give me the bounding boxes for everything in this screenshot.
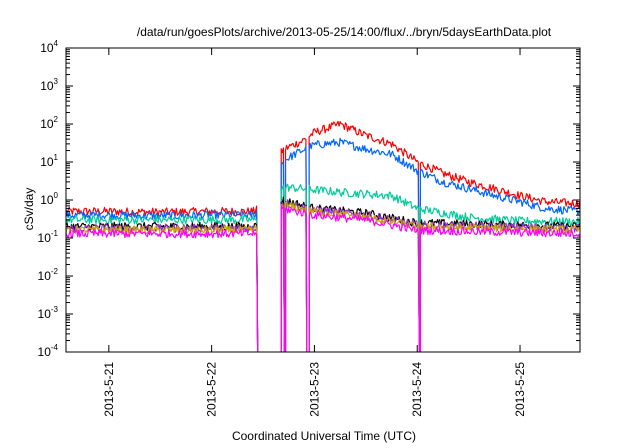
series-line-2	[66, 137, 580, 352]
axes-layer: 10-4 10-3 10-2 10-1 100 101 102 103 104 2013-5-21…	[38, 39, 581, 417]
y-tick-label: 104	[40, 39, 58, 55]
y-tick-label: 101	[40, 153, 58, 169]
x-tick-label: 2013-5-24	[410, 362, 424, 417]
x-tick-label: 2013-5-23	[307, 362, 321, 417]
x-tick-label: 2013-5-22	[205, 362, 219, 417]
x-tick-label: 2013-5-21	[102, 362, 116, 417]
y-tick-label: 100	[40, 191, 58, 207]
chart-title: /data/run/goesPlots/archive/2013-05-25/1…	[137, 25, 552, 39]
y-tick-label: 10-2	[38, 267, 59, 283]
series-line-1	[66, 120, 580, 352]
y-axis-label: cSv/day	[22, 188, 36, 231]
series-line-7	[66, 204, 580, 352]
x-axis-label: Coordinated Universal Time (UTC)	[232, 429, 416, 443]
y-tick-label: 10-3	[38, 305, 59, 321]
series-line-3	[66, 183, 580, 352]
y-tick-label: 10-4	[38, 343, 59, 359]
series-layer	[66, 120, 580, 352]
y-tick-label: 102	[40, 115, 58, 131]
y-tick-label: 10-1	[38, 229, 59, 245]
y-tick-label: 103	[40, 77, 58, 93]
series-line-5	[66, 199, 580, 352]
x-tick-label: 2013-5-25	[513, 362, 527, 417]
